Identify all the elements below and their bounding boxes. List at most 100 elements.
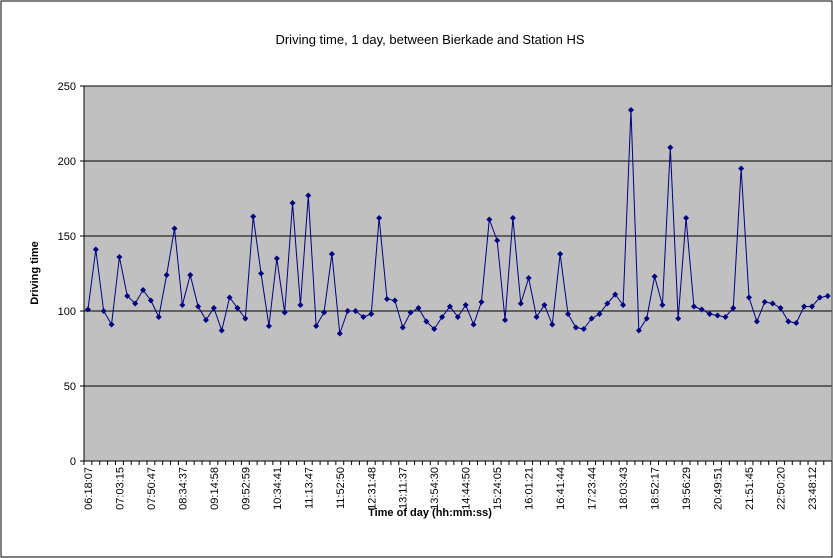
point-marker (92, 246, 99, 253)
point-marker (147, 297, 154, 304)
chart-title: Driving time, 1 day, between Bierkade an… (275, 32, 584, 47)
point-marker (565, 311, 572, 317)
point-marker (509, 215, 516, 221)
point-marker (533, 314, 540, 320)
point-marker (321, 309, 328, 316)
x-tick-label: 13:11:37 (398, 467, 410, 509)
point-marker (541, 302, 548, 308)
point-marker (470, 321, 477, 328)
point-marker (289, 200, 296, 206)
point-marker (808, 303, 815, 310)
point-marker (793, 320, 800, 326)
x-tick-label: 16:01:21 (524, 467, 536, 510)
point-marker (683, 215, 690, 221)
point-marker (738, 165, 745, 172)
point-marker (446, 303, 453, 310)
x-tick-label: 18:03:43 (618, 467, 630, 510)
point-marker (297, 302, 304, 308)
point-marker (801, 303, 808, 310)
point-marker (549, 321, 556, 328)
point-marker (258, 270, 265, 277)
point-marker (179, 302, 186, 308)
x-tick-label: 17:23:44 (587, 467, 599, 510)
point-marker (667, 144, 674, 151)
point-marker (588, 315, 595, 322)
point-marker (383, 296, 390, 302)
x-tick-label: 21:51:45 (744, 467, 756, 510)
y-tick-label: 200 (58, 156, 76, 168)
point-marker (273, 255, 280, 262)
point-marker (753, 318, 760, 325)
point-marker (635, 327, 642, 334)
point-marker (580, 326, 587, 332)
point-marker (313, 323, 320, 329)
point-marker (116, 254, 123, 260)
point-marker (769, 300, 776, 307)
point-marker (265, 323, 272, 329)
x-tick-label: 09:14:58 (209, 467, 221, 510)
y-tick-label: 250 (58, 81, 76, 93)
x-tick-label: 18:52:17 (650, 467, 662, 510)
x-tick-label: 19:56:29 (681, 467, 693, 510)
point-marker (163, 272, 170, 278)
point-marker (643, 315, 650, 322)
point-marker (376, 215, 383, 221)
point-marker (368, 311, 375, 317)
point-marker (572, 324, 579, 331)
point-marker (557, 251, 564, 257)
point-marker (210, 305, 217, 311)
point-marker (746, 294, 753, 301)
point-marker (730, 305, 737, 311)
point-marker (627, 107, 634, 113)
point-marker (525, 275, 532, 281)
point-marker (100, 308, 107, 314)
point-marker (620, 302, 627, 308)
point-marker (226, 294, 233, 301)
point-marker (502, 317, 509, 323)
point-marker (462, 302, 469, 308)
point-marker (328, 251, 335, 257)
point-marker (454, 314, 461, 320)
point-marker (596, 311, 603, 317)
y-tick-label: 150 (58, 231, 76, 243)
point-marker (785, 318, 792, 325)
point-marker (195, 303, 202, 310)
point-marker (242, 315, 249, 322)
point-marker (344, 308, 351, 314)
x-tick-label: 12:31:48 (366, 467, 378, 510)
point-marker (84, 306, 91, 313)
point-marker (494, 237, 501, 244)
point-marker (690, 303, 697, 310)
x-tick-label: 09:52:59 (240, 467, 252, 510)
point-marker (140, 287, 147, 293)
point-marker (722, 314, 729, 320)
point-marker (187, 272, 194, 278)
x-tick-label: 15:24:05 (492, 467, 504, 510)
plot-area (83, 85, 833, 462)
point-marker (698, 306, 705, 313)
point-marker (415, 305, 422, 311)
point-marker (816, 294, 823, 301)
point-marker (360, 314, 367, 320)
x-tick-label: 07:03:15 (114, 467, 126, 510)
point-marker (352, 308, 359, 314)
y-axis-label: Driving time (29, 241, 41, 305)
point-marker (706, 311, 713, 317)
x-tick-label: 08:34:37 (177, 467, 189, 510)
x-tick-label: 10:34:41 (272, 467, 284, 510)
x-tick-label: 16:41:44 (555, 467, 567, 510)
point-marker (604, 300, 611, 307)
x-tick-label: 23:48:12 (807, 467, 819, 510)
y-tick-label: 100 (58, 306, 76, 318)
point-marker (171, 225, 178, 232)
point-marker (202, 317, 209, 323)
point-marker (155, 314, 162, 320)
point-marker (478, 299, 485, 305)
x-tick-label: 13:54:30 (429, 467, 441, 510)
point-marker (281, 309, 288, 316)
point-marker (336, 330, 343, 337)
point-marker (651, 273, 658, 280)
point-marker (423, 318, 430, 325)
point-marker (517, 300, 524, 307)
